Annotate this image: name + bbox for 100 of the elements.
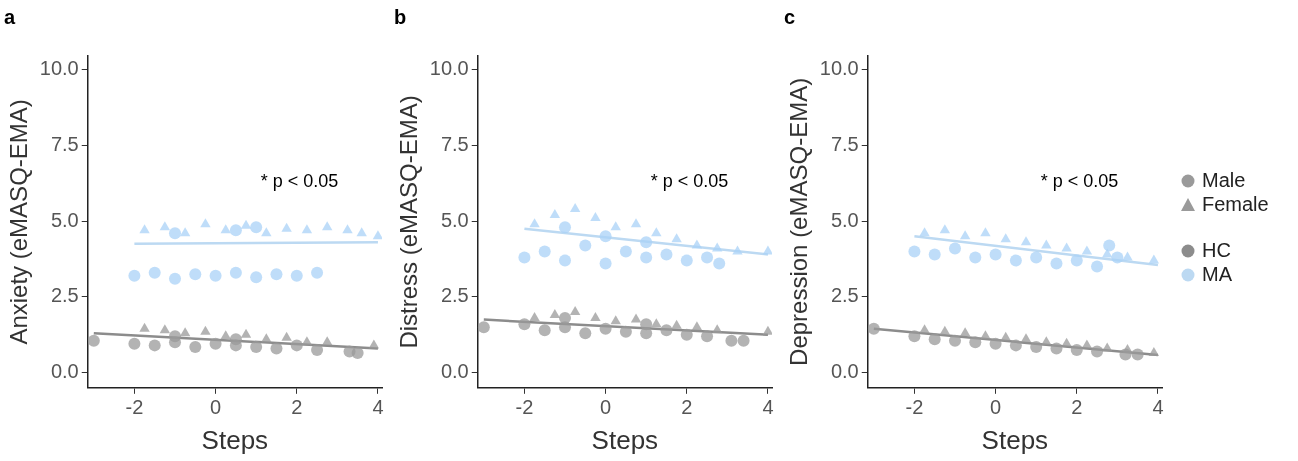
point [549, 209, 561, 219]
point [569, 203, 581, 213]
point [529, 218, 540, 228]
point [762, 245, 772, 255]
point [1119, 348, 1132, 361]
point [671, 233, 682, 243]
point [301, 224, 313, 234]
point [725, 334, 738, 347]
point [342, 224, 353, 234]
y-tick-label: 5.0 [440, 208, 469, 231]
point [128, 337, 141, 350]
point [209, 337, 222, 350]
point [1122, 251, 1133, 261]
y-tick-label: 7.5 [50, 132, 79, 155]
point [1131, 348, 1144, 361]
point [691, 239, 703, 249]
y-tick-label: 10.0 [429, 57, 469, 80]
point [1020, 236, 1032, 246]
point [948, 334, 961, 347]
x-axis-title: Steps [981, 424, 1049, 455]
point [290, 339, 303, 352]
point [159, 221, 171, 231]
chart-title: a [4, 5, 16, 28]
point [939, 224, 951, 234]
point [989, 337, 1002, 350]
y-tick-label: 7.5 [440, 132, 469, 155]
y-axis-title: Anxiety (eMASQ-EMA) [5, 99, 33, 345]
point [189, 340, 202, 353]
point [919, 227, 930, 237]
x-tick-label: -2 [125, 396, 144, 419]
point [980, 227, 991, 237]
point [619, 325, 632, 338]
point [200, 218, 211, 228]
legend-label: MA [1202, 262, 1232, 286]
x-tick-label: 4 [1152, 396, 1164, 419]
y-tick-label: 2.5 [50, 284, 79, 307]
point [351, 346, 364, 359]
y-tick-label: 0.0 [440, 360, 469, 383]
point [1009, 339, 1022, 352]
y-tick-label: 10.0 [819, 57, 859, 80]
point [1070, 343, 1083, 356]
x-tick-label: 0 [600, 396, 612, 419]
point [651, 227, 662, 237]
point [969, 336, 982, 349]
point [1148, 254, 1160, 264]
point [1050, 342, 1063, 355]
chart-title: c [784, 5, 796, 28]
point [732, 245, 743, 255]
x-tick-label: 4 [762, 396, 774, 419]
legend-label: Female [1202, 192, 1269, 216]
point [610, 221, 621, 231]
annotation: * p < 0.05 [1040, 171, 1119, 192]
point [168, 330, 181, 343]
point [148, 339, 161, 352]
x-tick-label: 4 [372, 396, 384, 419]
point [229, 333, 242, 346]
point [1091, 345, 1104, 358]
point [87, 334, 100, 347]
point [680, 328, 693, 341]
y-axis-title: Depression (eMASQ-EMA) [785, 77, 813, 366]
y-axis-title: Distress (eMASQ-EMA) [395, 95, 423, 349]
point [372, 230, 382, 240]
y-tick-label: 2.5 [440, 284, 469, 307]
y-tick-label: 10.0 [39, 57, 79, 80]
point [599, 322, 612, 335]
x-tick-label: 2 [1071, 396, 1083, 419]
y-tick-label: 5.0 [830, 208, 859, 231]
point [270, 342, 283, 355]
x-tick-label: 0 [210, 396, 222, 419]
legend-label: HC [1202, 238, 1231, 262]
point [356, 227, 367, 237]
point [1030, 340, 1043, 353]
x-tick-label: 2 [681, 396, 693, 419]
point [630, 218, 642, 228]
point [737, 334, 750, 347]
point [1081, 245, 1093, 255]
x-tick-label: 0 [990, 396, 1002, 419]
y-tick-label: 2.5 [830, 284, 859, 307]
point [908, 330, 921, 343]
annotation: * p < 0.05 [650, 171, 729, 192]
point [590, 212, 601, 222]
point [959, 230, 971, 240]
chart-title: b [394, 5, 407, 28]
point [518, 318, 531, 331]
point [660, 324, 673, 337]
point [179, 227, 191, 237]
x-tick-label: 2 [291, 396, 303, 419]
point [250, 340, 263, 353]
x-tick-label: -2 [515, 396, 534, 419]
point [701, 330, 714, 343]
point [261, 227, 272, 237]
y-tick-label: 0.0 [830, 360, 859, 383]
point [311, 343, 324, 356]
point [538, 324, 551, 337]
y-tick-label: 7.5 [830, 132, 859, 155]
point [477, 321, 490, 334]
annotation: * p < 0.05 [260, 171, 339, 192]
point [867, 322, 880, 335]
y-tick-label: 5.0 [50, 208, 79, 231]
point [139, 224, 150, 234]
